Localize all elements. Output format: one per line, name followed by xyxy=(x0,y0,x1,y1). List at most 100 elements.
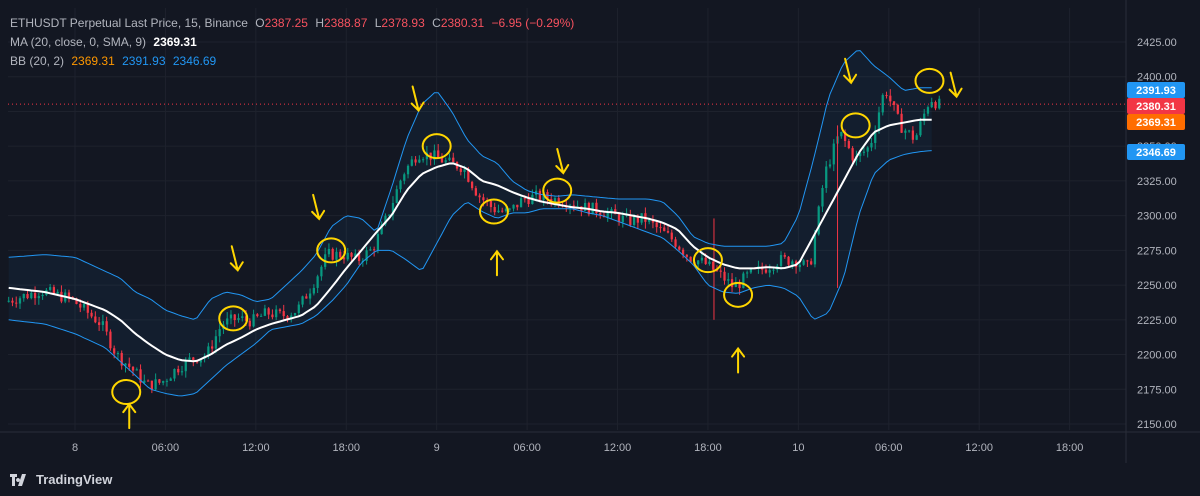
candle-body xyxy=(467,169,470,182)
candle-body xyxy=(384,215,387,225)
candle-body xyxy=(267,308,270,315)
candle-body xyxy=(312,287,315,294)
candle-body xyxy=(904,130,907,133)
annotation-circle xyxy=(478,198,509,225)
tradingview-logo[interactable]: TradingView xyxy=(10,472,112,487)
legend-bb-row[interactable]: BB (20, 2) 2369.31 2391.93 2346.69 xyxy=(10,52,578,71)
candle-body xyxy=(772,269,775,271)
candle-body xyxy=(813,234,817,265)
candle-body xyxy=(923,113,926,122)
candle-body xyxy=(421,159,425,161)
candle-body xyxy=(116,352,120,354)
candle-body xyxy=(798,264,801,268)
time-tick-label: 06:00 xyxy=(875,442,903,454)
candle-body xyxy=(474,188,477,196)
candle-body xyxy=(678,246,681,250)
candle-body xyxy=(395,189,398,203)
candle-body xyxy=(67,292,71,298)
candle-body xyxy=(504,208,508,212)
candlestick-chart[interactable]: 2150.00 2175.00 2200.00 2225.00 2250.00 2275.… xyxy=(0,0,1200,463)
candle-body xyxy=(214,336,218,349)
candle-body xyxy=(52,287,56,294)
candle-body xyxy=(11,300,14,303)
price-tick-label: 2325.00 xyxy=(1137,176,1177,188)
candle-body xyxy=(700,257,704,261)
candle-body xyxy=(459,168,462,172)
candle-body xyxy=(97,322,101,325)
candle-body xyxy=(342,257,346,260)
candle-body xyxy=(339,251,342,258)
candle-body xyxy=(489,200,493,208)
candle-body xyxy=(410,159,413,166)
price-tick-label: 2425.00 xyxy=(1137,37,1177,49)
candle-body xyxy=(433,150,436,160)
candle-body xyxy=(595,202,598,214)
candle-body xyxy=(663,227,666,232)
footer-bar: TradingView xyxy=(0,463,1200,496)
candle-body xyxy=(365,250,368,261)
candle-body xyxy=(843,131,847,142)
candle-body xyxy=(828,164,832,167)
candle-body xyxy=(86,303,89,313)
candle-body xyxy=(101,321,105,325)
time-tick-label: 10 xyxy=(792,442,804,454)
candle-body xyxy=(293,313,297,316)
annotation-arrow-up xyxy=(731,346,746,374)
price-badge-label: 2369.31 xyxy=(1136,117,1176,129)
candle-body xyxy=(305,296,308,299)
candle-body xyxy=(938,98,941,109)
bb-upper-value: 2391.93 xyxy=(122,54,166,68)
candle-body xyxy=(139,369,142,383)
candle-body xyxy=(7,300,10,302)
candle-body xyxy=(553,198,557,203)
time-tick-label: 12:00 xyxy=(604,442,632,454)
candle-body xyxy=(911,130,915,140)
candle-body xyxy=(350,252,353,257)
annotation-circle xyxy=(218,305,249,332)
candle-body xyxy=(56,291,59,294)
candle-body xyxy=(354,253,357,257)
candle-body xyxy=(519,198,523,208)
candle-body xyxy=(169,378,172,381)
grid xyxy=(8,8,1126,430)
tradingview-icon xyxy=(10,473,26,486)
axes: 2150.00 2175.00 2200.00 2225.00 2250.00 2275.… xyxy=(0,0,1200,463)
candle-body xyxy=(727,279,730,281)
candle-body xyxy=(497,210,500,213)
bb-lower-line xyxy=(8,150,932,397)
candle-body xyxy=(572,205,575,207)
annotation-circle xyxy=(914,67,945,94)
candle-body xyxy=(749,268,753,273)
candle-body xyxy=(49,287,52,290)
candle-body xyxy=(369,249,372,251)
candle-body xyxy=(591,202,594,215)
legend-ma-row[interactable]: MA (20, close, 0, SMA, 9) 2369.31 xyxy=(10,33,578,52)
legend-symbol-row[interactable]: ETHUSDT Perpetual Last Price, 15, Binanc… xyxy=(10,14,578,33)
candle-body xyxy=(271,314,274,318)
annotation-arrow-down xyxy=(948,71,963,99)
price-badge-last xyxy=(1127,98,1185,114)
candle-body xyxy=(286,316,289,319)
chart-legend: ETHUSDT Perpetual Last Price, 15, Binanc… xyxy=(10,14,578,71)
candle-body xyxy=(583,202,587,212)
candle-body xyxy=(697,260,700,265)
annotation-arrow-up xyxy=(122,402,137,430)
candle-body xyxy=(418,159,421,163)
price-tick-label: 2275.00 xyxy=(1137,245,1177,257)
candle-body xyxy=(143,380,146,383)
candle-body xyxy=(825,166,828,189)
candle-body xyxy=(478,195,481,198)
candle-body xyxy=(184,359,187,372)
candle-body xyxy=(316,276,319,288)
candle-body xyxy=(128,363,131,367)
candle-body xyxy=(745,272,749,274)
candle-body xyxy=(399,180,402,190)
candle-body xyxy=(373,249,376,251)
bb-basis-value: 2369.31 xyxy=(71,54,115,68)
candle-body xyxy=(704,257,707,264)
candle-body xyxy=(248,320,251,327)
candle-body xyxy=(685,254,688,257)
candle-body xyxy=(723,271,726,281)
candle-body xyxy=(787,256,790,265)
